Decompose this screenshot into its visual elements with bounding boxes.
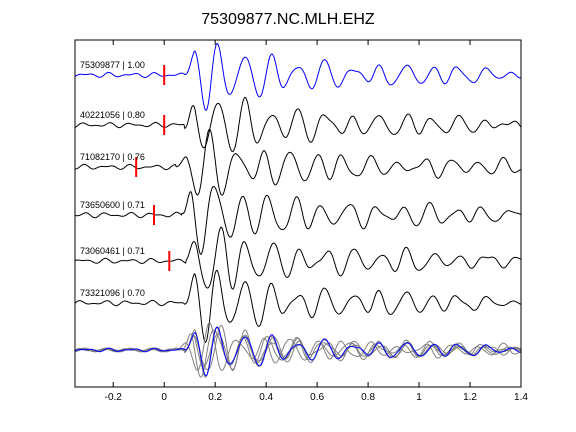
x-tick-label: 1.4 <box>514 392 528 403</box>
trace-label-73321096: 73321096 | 0.70 <box>80 288 145 298</box>
figure-title: 75309877.NC.MLH.EHZ <box>201 11 375 28</box>
x-tick-label: 0.8 <box>361 392 375 403</box>
trace-waveform-75309877 <box>74 42 522 112</box>
trace-waveform-73321096 <box>74 269 522 344</box>
trace-waveform-73060461 <box>74 226 522 290</box>
trace-label-73060461: 73060461 | 0.71 <box>80 246 145 256</box>
trace-waveform-40221056 <box>74 96 522 153</box>
plot-area: 75309877 | 1.00 40221056 | 0.80 71082170 |… <box>74 42 522 378</box>
x-tick-label: 1 <box>416 392 422 403</box>
axes: -0.2 0 0.2 0.4 0.6 0.8 1 1.2 1.4 <box>74 39 528 403</box>
x-tick-label: 1.2 <box>463 392 477 403</box>
trace-waveform-71082170 <box>75 128 522 196</box>
stack-waveform-75309877 <box>74 326 522 377</box>
stack-waveform-73650600 <box>75 329 522 378</box>
x-tick-label: 0.6 <box>310 392 324 403</box>
trace-label-71082170: 71082170 | 0.76 <box>80 152 145 162</box>
trace-label-40221056: 40221056 | 0.80 <box>80 110 145 120</box>
trace-waveform-73650600 <box>74 185 522 255</box>
x-tick-label: 0 <box>161 392 167 403</box>
stack-waveform-73321096 <box>74 326 522 378</box>
trace-label-75309877: 75309877 | 1.00 <box>80 60 145 70</box>
axes-box <box>74 39 522 388</box>
trace-label-73650600: 73650600 | 0.71 <box>80 200 145 210</box>
x-tick-label: 0.2 <box>208 392 222 403</box>
x-tick-label: 0.4 <box>259 392 273 403</box>
x-tick-label: -0.2 <box>105 392 123 403</box>
